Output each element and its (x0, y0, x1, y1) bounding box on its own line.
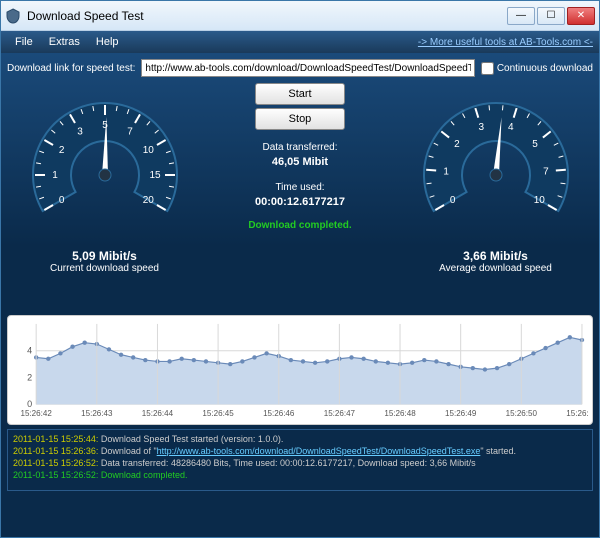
svg-text:15:26:47: 15:26:47 (324, 409, 356, 418)
current-speed-gauge: 0 1 2 3 5 7 10 15 20 (15, 85, 195, 245)
transferred-label: Data transferred: (262, 141, 337, 155)
url-input[interactable] (141, 59, 474, 77)
svg-text:10: 10 (142, 145, 154, 156)
window-buttons: — ☐ ✕ (507, 7, 595, 25)
average-speed-value: 3,66 Mibit/s (463, 249, 528, 263)
titlebar: Download Speed Test — ☐ ✕ (1, 1, 599, 31)
svg-text:2: 2 (454, 139, 460, 150)
svg-text:5: 5 (532, 139, 538, 150)
svg-text:15:26:44: 15:26:44 (142, 409, 174, 418)
svg-text:0: 0 (58, 195, 64, 206)
current-speed-value: 5,09 Mibit/s (72, 249, 137, 263)
menu-extras[interactable]: Extras (41, 34, 88, 50)
url-row: Download link for speed test: Continuous… (7, 59, 593, 77)
svg-text:15:26:43: 15:26:43 (81, 409, 113, 418)
data-transferred-block: Data transferred: 46,05 Mibit (262, 141, 337, 170)
more-tools-link[interactable]: -> More useful tools at AB-Tools.com <- (418, 37, 593, 48)
maximize-button[interactable]: ☐ (537, 7, 565, 25)
right-gauge-col: 0 1 2 3 4 5 7 10 3,66 Mibit/s Average download … (398, 81, 593, 311)
svg-text:7: 7 (127, 127, 133, 138)
svg-text:20: 20 (142, 195, 154, 206)
average-speed-gauge: 0 1 2 3 4 5 7 10 (406, 85, 586, 245)
svg-text:15:26:48: 15:26:48 (384, 409, 416, 418)
svg-text:7: 7 (543, 166, 549, 177)
svg-text:15:26:45: 15:26:45 (202, 409, 234, 418)
svg-text:3: 3 (478, 122, 484, 133)
svg-text:1: 1 (52, 170, 58, 181)
svg-text:5: 5 (102, 120, 108, 131)
svg-text:4: 4 (507, 122, 513, 133)
svg-text:2: 2 (27, 373, 32, 383)
svg-text:15:26:42: 15:26:42 (21, 409, 53, 418)
close-button[interactable]: ✕ (567, 7, 595, 25)
menubar: File Extras Help -> More useful tools at… (1, 31, 599, 53)
speed-chart: 0 2 4 15:26:42 15:26:43 15:26:44 15:26:45 15:26… (7, 315, 593, 425)
main-row: 012357101520 5,09 Mibit/s Current downlo… (7, 81, 593, 311)
left-gauge-col: 0 1 2 3 5 7 10 15 20 5,09 Mibit/s Current downlo… (7, 81, 202, 311)
url-label: Download link for speed test: (7, 63, 135, 74)
status-text: Download completed. (248, 220, 351, 231)
time-used-block: Time used: 00:00:12.6177217 (255, 181, 345, 210)
start-button[interactable]: Start (255, 83, 345, 105)
svg-text:2: 2 (58, 145, 64, 156)
svg-text:3: 3 (77, 127, 83, 138)
average-speed-label: Average download speed (439, 263, 552, 274)
time-label: Time used: (255, 181, 345, 195)
svg-text:15:26:46: 15:26:46 (263, 409, 295, 418)
svg-text:1: 1 (443, 166, 449, 177)
stop-button[interactable]: Stop (255, 108, 345, 130)
continuous-toggle[interactable]: Continuous download (481, 62, 593, 75)
svg-text:15:26:49: 15:26:49 (445, 409, 477, 418)
svg-text:0: 0 (27, 399, 32, 409)
svg-text:0: 0 (449, 195, 455, 206)
time-value: 00:00:12.6177217 (255, 195, 345, 210)
content-panel: Download link for speed test: Continuous… (1, 53, 599, 537)
center-col: Start Stop Data transferred: 46,05 Mibit… (202, 81, 398, 311)
minimize-button[interactable]: — (507, 7, 535, 25)
svg-text:4: 4 (27, 346, 32, 356)
svg-text:10: 10 (533, 195, 545, 206)
menu-file[interactable]: File (7, 34, 41, 50)
svg-text:15:26:51: 15:26:51 (566, 409, 588, 418)
window-title: Download Speed Test (27, 9, 507, 23)
continuous-label: Continuous download (497, 63, 593, 74)
current-speed-label: Current download speed (50, 263, 159, 274)
app-window: Download Speed Test — ☐ ✕ File Extras He… (0, 0, 600, 538)
transferred-value: 46,05 Mibit (262, 155, 337, 170)
log-panel: 2011-01-15 15:25:44: Download Speed Test… (7, 429, 593, 491)
app-icon (5, 8, 21, 24)
continuous-checkbox[interactable] (481, 62, 494, 75)
svg-text:15: 15 (149, 170, 161, 181)
menu-help[interactable]: Help (88, 34, 127, 50)
svg-text:15:26:50: 15:26:50 (506, 409, 538, 418)
